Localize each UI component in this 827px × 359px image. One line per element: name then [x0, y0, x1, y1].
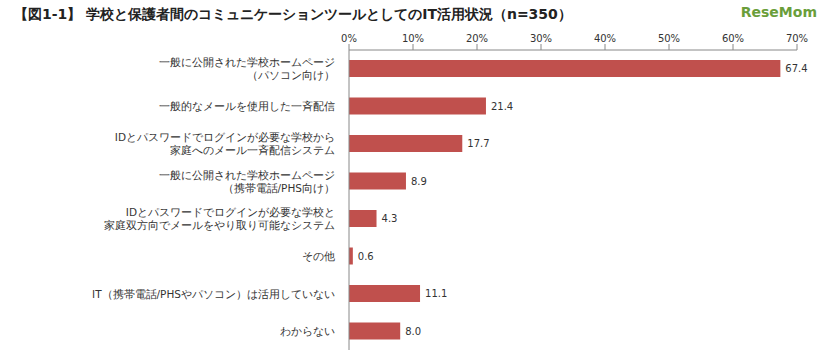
svg-text:IT（携帯電話/PHSやパソコン）は活用していない: IT（携帯電話/PHSやパソコン）は活用していない	[92, 288, 335, 300]
svg-text:IDとパスワードでログインが必要な学校と家庭双方向でメールを: IDとパスワードでログインが必要な学校と家庭双方向でメールをやり取り可能なシステ…	[104, 206, 335, 231]
svg-text:17.7: 17.7	[467, 138, 489, 149]
svg-text:70%: 70%	[786, 33, 808, 44]
svg-text:0%: 0%	[341, 33, 357, 44]
svg-text:その他: その他	[302, 250, 335, 262]
svg-text:一般に公開された学校ホームページ（パソコン向け）: 一般に公開された学校ホームページ（パソコン向け）	[159, 56, 335, 82]
svg-text:8.9: 8.9	[411, 176, 427, 187]
svg-text:4.3: 4.3	[382, 213, 398, 224]
svg-text:30%: 30%	[530, 33, 552, 44]
svg-text:60%: 60%	[722, 33, 744, 44]
svg-text:50%: 50%	[658, 33, 680, 44]
svg-text:わからない: わからない	[280, 325, 335, 337]
svg-text:0.6: 0.6	[358, 251, 374, 262]
svg-text:一般に公開された学校ホームページ（携帯電話/PHS向け）: 一般に公開された学校ホームページ（携帯電話/PHS向け）	[159, 169, 335, 195]
svg-text:8.0: 8.0	[405, 326, 421, 337]
svg-text:10%: 10%	[402, 33, 424, 44]
svg-text:20%: 20%	[466, 33, 488, 44]
svg-text:一般的なメールを使用した一斉配信: 一般的なメールを使用した一斉配信	[159, 100, 335, 112]
html-text:ReseMom: ReseMom	[740, 4, 817, 20]
svg-text:21.4: 21.4	[491, 101, 513, 112]
html-text:【図1-1】 学校と保護者間のコミュニケーションツールとして: 【図1-1】 学校と保護者間のコミュニケーションツールとしてのIT活用状況（n=…	[14, 6, 572, 22]
svg-text:11.1: 11.1	[425, 288, 447, 299]
svg-text:67.4: 67.4	[785, 63, 807, 74]
svg-text:40%: 40%	[594, 33, 616, 44]
svg-text:IDとパスワードでログインが必要な学校から家庭へのメール一斉: IDとパスワードでログインが必要な学校から家庭へのメール一斉配信システム	[115, 131, 335, 156]
